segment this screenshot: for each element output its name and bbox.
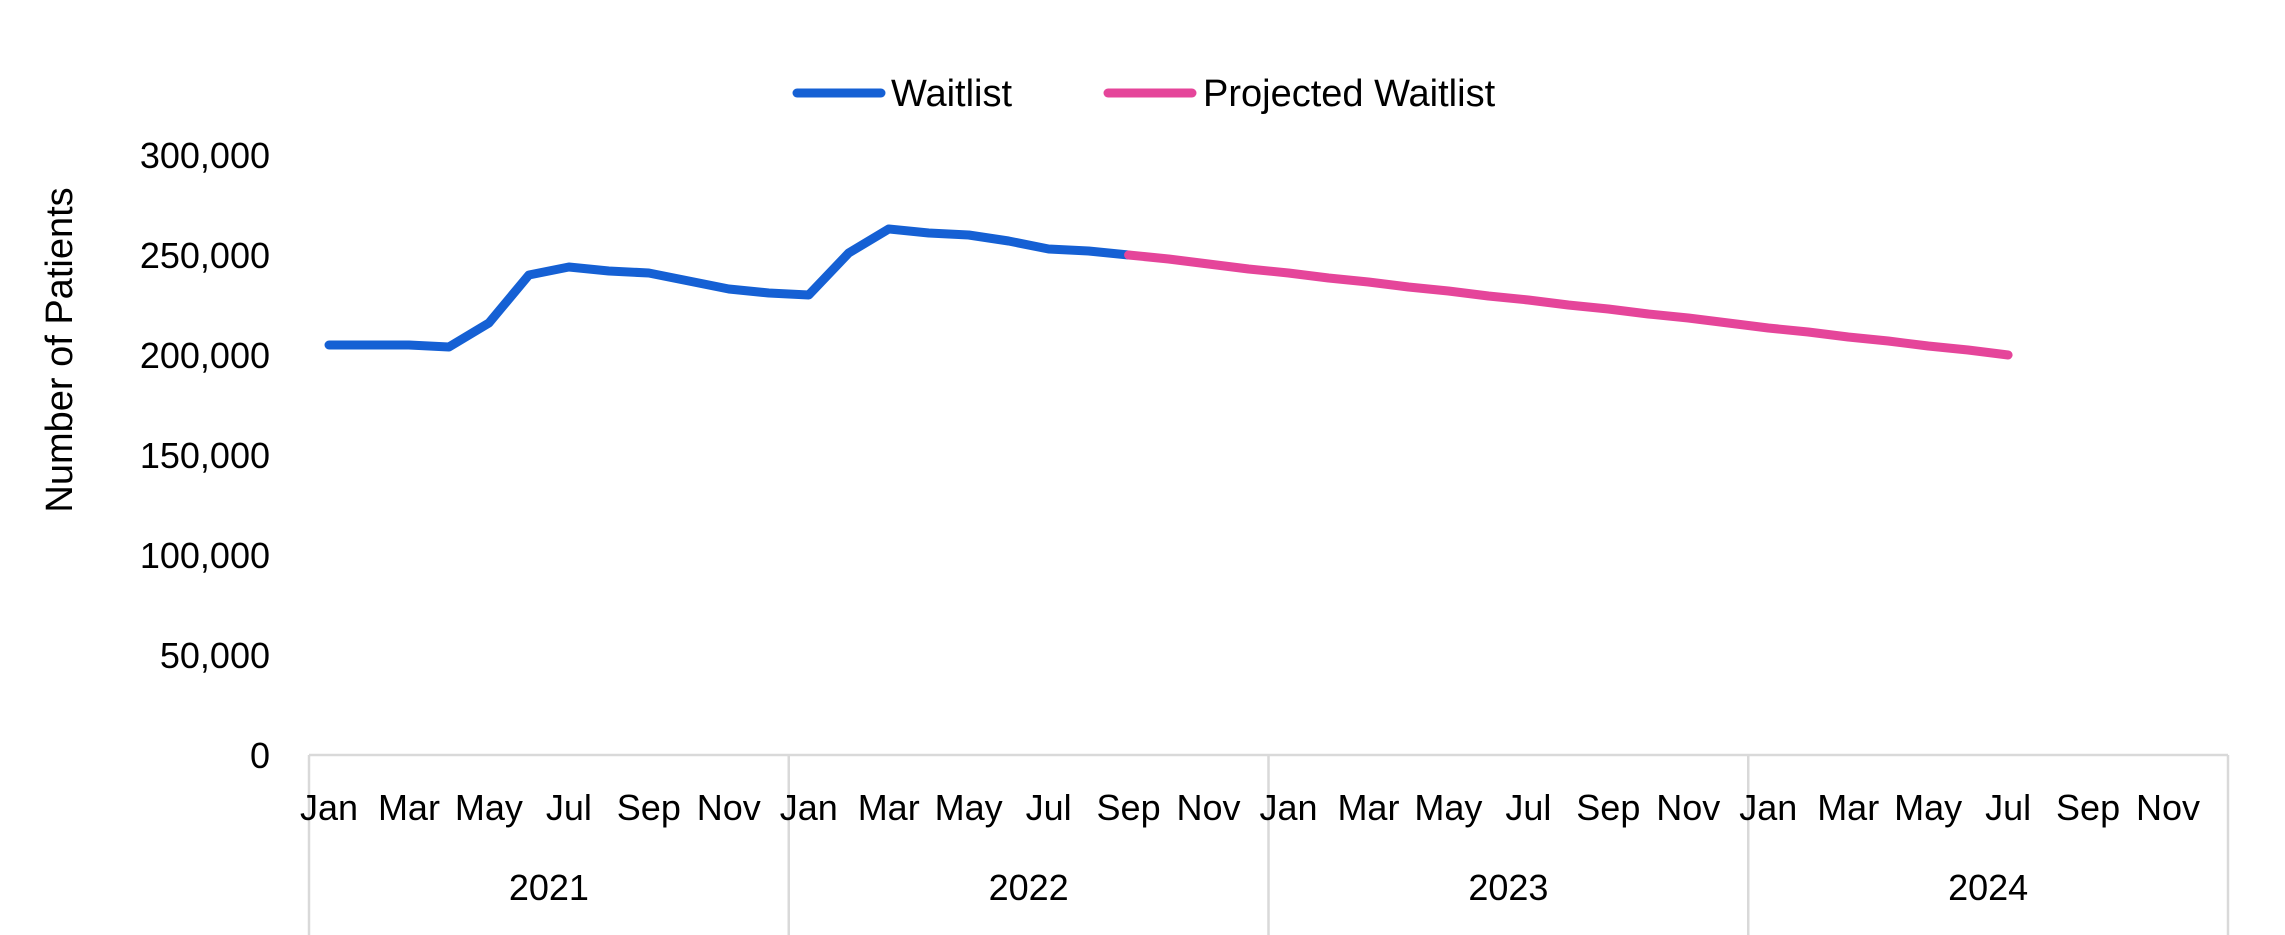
series-layer bbox=[324, 224, 2013, 360]
x-month-label: Sep bbox=[2056, 787, 2120, 828]
x-month-label: Mar bbox=[1337, 787, 1399, 828]
y-tick-label: 0 bbox=[250, 735, 270, 776]
y-tick-label: 200,000 bbox=[140, 335, 270, 376]
y-tick-label: 150,000 bbox=[140, 435, 270, 476]
legend: Waitlist Projected Waitlist bbox=[792, 73, 1496, 115]
x-month-label: May bbox=[935, 787, 1003, 828]
x-year-label: 2022 bbox=[989, 867, 1069, 908]
series-line-projected-waitlist bbox=[1124, 250, 2013, 360]
y-tick-label: 300,000 bbox=[140, 135, 270, 176]
x-month-label: Sep bbox=[617, 787, 681, 828]
x-month-label: Sep bbox=[1576, 787, 1640, 828]
x-month-label: Jan bbox=[1259, 787, 1317, 828]
x-year-label: 2024 bbox=[1948, 867, 2028, 908]
y-axis-title: Number of Patients bbox=[39, 187, 81, 512]
x-month-label: Mar bbox=[1817, 787, 1879, 828]
x-month-label: Jul bbox=[1026, 787, 1072, 828]
x-month-label: Jan bbox=[300, 787, 358, 828]
x-month-label: Jul bbox=[1505, 787, 1551, 828]
legend-label-projected-waitlist: Projected Waitlist bbox=[1203, 73, 1496, 115]
y-tick-label: 250,000 bbox=[140, 235, 270, 276]
y-axis-ticks: 0 50,000 100,000 150,000 200,000 250,000 300,0… bbox=[140, 135, 270, 776]
legend-label-waitlist: Waitlist bbox=[891, 73, 1012, 115]
y-tick-label: 100,000 bbox=[140, 535, 270, 576]
x-month-label: Nov bbox=[1177, 787, 1241, 828]
x-month-label: Nov bbox=[697, 787, 761, 828]
x-month-label: Nov bbox=[1656, 787, 1720, 828]
y-tick-label: 50,000 bbox=[160, 635, 270, 676]
x-month-label: Jan bbox=[1739, 787, 1797, 828]
x-year-label: 2021 bbox=[509, 867, 589, 908]
x-month-label: Jan bbox=[780, 787, 838, 828]
x-month-label: May bbox=[1894, 787, 1962, 828]
x-month-label: Mar bbox=[858, 787, 920, 828]
x-month-label: May bbox=[455, 787, 523, 828]
x-year-label: 2023 bbox=[1468, 867, 1548, 908]
x-month-label: May bbox=[1414, 787, 1482, 828]
series-line-waitlist bbox=[324, 224, 1134, 352]
x-month-label: Jul bbox=[546, 787, 592, 828]
x-month-label: Sep bbox=[1097, 787, 1161, 828]
x-month-label: Mar bbox=[378, 787, 440, 828]
x-axis: Jan Mar May Jul Sep Nov 2021 Jan Mar May Jul Sep Nov… bbox=[300, 753, 2230, 935]
x-month-label: Nov bbox=[2136, 787, 2200, 828]
x-month-label: Jul bbox=[1985, 787, 2031, 828]
